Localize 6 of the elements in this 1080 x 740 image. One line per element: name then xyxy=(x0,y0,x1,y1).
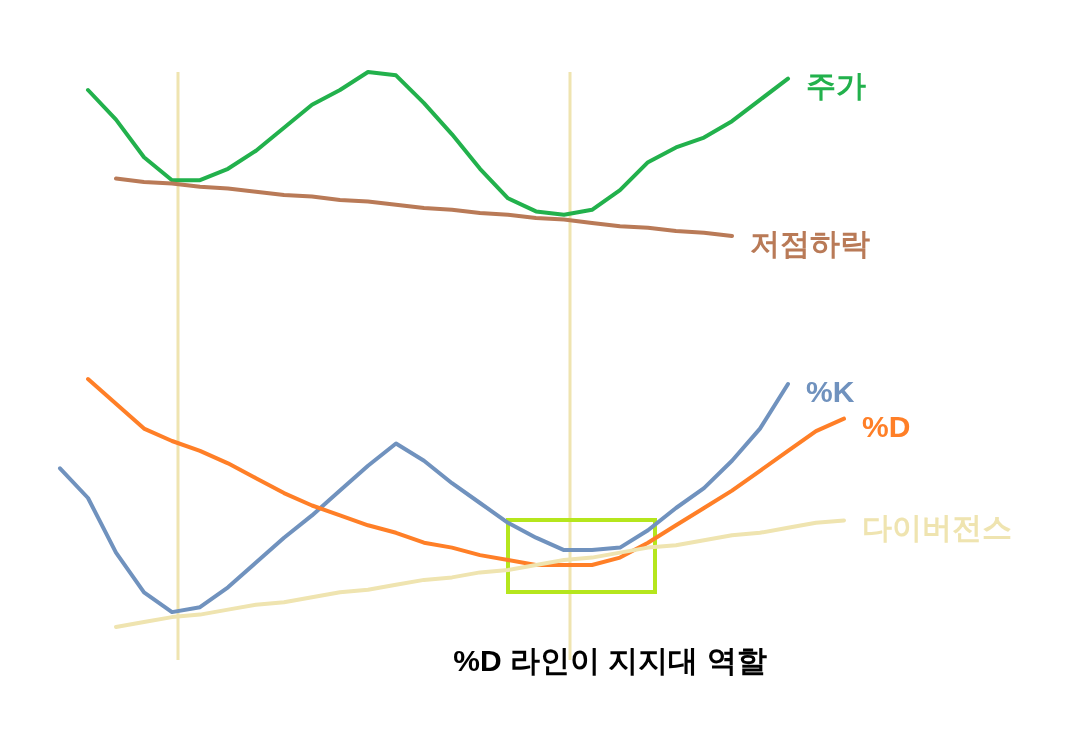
series-label: 저점하락 xyxy=(750,226,870,260)
series-label: 다이버전스 xyxy=(862,511,1012,545)
series-label: %K xyxy=(806,374,855,408)
series-label: %D xyxy=(862,409,911,443)
series-label: 주가 xyxy=(806,69,866,103)
text: %D 라인이 지지대 역할 xyxy=(453,644,767,677)
